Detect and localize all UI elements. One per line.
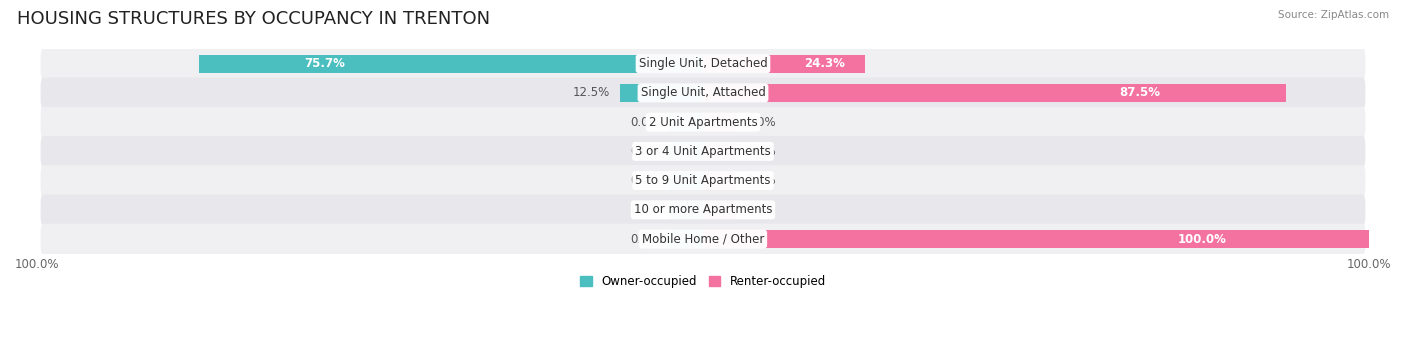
FancyBboxPatch shape [41, 165, 1365, 196]
Bar [620, 84, 703, 102]
FancyBboxPatch shape [41, 136, 1365, 167]
Bar [200, 55, 703, 73]
Text: 0.0%: 0.0% [747, 116, 776, 129]
Text: 0.0%: 0.0% [747, 174, 776, 187]
Text: 0.0%: 0.0% [630, 203, 659, 216]
Text: 24.3%: 24.3% [804, 57, 845, 70]
Bar [703, 172, 737, 190]
Text: Mobile Home / Other: Mobile Home / Other [641, 233, 765, 246]
Text: 3 or 4 Unit Apartments: 3 or 4 Unit Apartments [636, 145, 770, 158]
Text: 75.7%: 75.7% [305, 57, 346, 70]
Text: 100.0%: 100.0% [1178, 233, 1227, 246]
Bar [669, 172, 703, 190]
Text: 0.0%: 0.0% [747, 145, 776, 158]
Bar [703, 230, 1369, 248]
Bar [669, 230, 703, 248]
Text: 0.0%: 0.0% [630, 145, 659, 158]
Text: 87.5%: 87.5% [1119, 86, 1160, 100]
Text: Single Unit, Detached: Single Unit, Detached [638, 57, 768, 70]
Bar [703, 55, 865, 73]
Bar [669, 201, 703, 219]
Bar [703, 142, 737, 161]
Legend: Owner-occupied, Renter-occupied: Owner-occupied, Renter-occupied [575, 270, 831, 293]
FancyBboxPatch shape [41, 194, 1365, 225]
Bar [669, 113, 703, 131]
FancyBboxPatch shape [41, 107, 1365, 137]
Text: 10 or more Apartments: 10 or more Apartments [634, 203, 772, 216]
Text: Source: ZipAtlas.com: Source: ZipAtlas.com [1278, 10, 1389, 20]
Text: 5 to 9 Unit Apartments: 5 to 9 Unit Apartments [636, 174, 770, 187]
Text: 0.0%: 0.0% [747, 203, 776, 216]
Text: 0.0%: 0.0% [630, 233, 659, 246]
Bar [703, 84, 1285, 102]
Text: 0.0%: 0.0% [630, 116, 659, 129]
Text: Single Unit, Attached: Single Unit, Attached [641, 86, 765, 100]
FancyBboxPatch shape [41, 48, 1365, 79]
FancyBboxPatch shape [41, 77, 1365, 108]
Bar [703, 113, 737, 131]
Text: 12.5%: 12.5% [572, 86, 610, 100]
Text: 0.0%: 0.0% [630, 174, 659, 187]
Bar [703, 201, 737, 219]
Bar [669, 142, 703, 161]
FancyBboxPatch shape [41, 224, 1365, 254]
Text: 2 Unit Apartments: 2 Unit Apartments [648, 116, 758, 129]
Text: HOUSING STRUCTURES BY OCCUPANCY IN TRENTON: HOUSING STRUCTURES BY OCCUPANCY IN TRENT… [17, 10, 491, 28]
